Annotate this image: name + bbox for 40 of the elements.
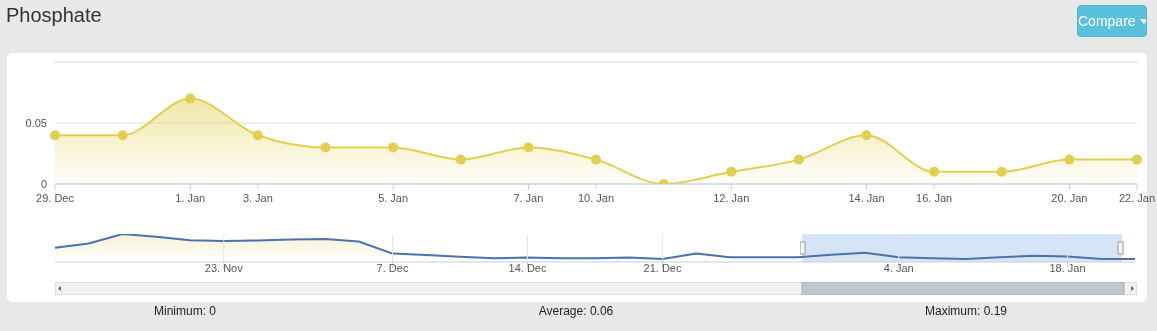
x-tick-label: 23. Nov bbox=[204, 262, 244, 274]
point bbox=[50, 130, 60, 141]
point bbox=[726, 166, 737, 177]
x-tick-label: 20. Jan bbox=[1051, 192, 1088, 204]
x-tick-label: 5. Jan bbox=[378, 192, 409, 204]
point bbox=[388, 142, 399, 153]
point bbox=[252, 130, 263, 141]
text: Minimum: 0 bbox=[153, 304, 217, 318]
point bbox=[1064, 154, 1075, 165]
x-tick-label: 12. Jan bbox=[713, 192, 750, 204]
compare-button: Compare bbox=[1077, 5, 1147, 37]
text: Average: 0.06 bbox=[537, 304, 615, 318]
text: Maximum: 0.19 bbox=[924, 304, 1008, 318]
x-tick-label: 3. Jan bbox=[242, 192, 273, 204]
x-tick-label: 14. Jan bbox=[848, 192, 885, 204]
x-tick-label: 29. Dec bbox=[36, 192, 75, 204]
x-tick-label: 16. Jan bbox=[916, 192, 953, 204]
x-tick-label: 14. Dec bbox=[508, 262, 547, 274]
x-tick-label: 1. Jan bbox=[175, 192, 206, 204]
chart-title: Phosphate bbox=[6, 4, 102, 27]
x-tick-label: 4. Jan bbox=[883, 262, 914, 274]
x-tick-label: 18. Jan bbox=[1049, 262, 1086, 274]
point bbox=[523, 142, 534, 153]
x-tick-label: 21. Dec bbox=[643, 262, 682, 274]
point bbox=[1132, 154, 1142, 165]
x-tick-label: 7. Jan bbox=[513, 192, 544, 204]
x-tick-label: 22. Jan bbox=[1118, 192, 1156, 204]
point bbox=[861, 130, 872, 141]
y-tick-label: 0.05 bbox=[25, 116, 47, 129]
point bbox=[929, 166, 940, 177]
point bbox=[320, 142, 331, 153]
point bbox=[117, 130, 128, 141]
point bbox=[455, 154, 466, 165]
y-tick-label: 0 bbox=[40, 177, 47, 190]
point bbox=[185, 93, 196, 104]
point bbox=[996, 166, 1007, 177]
x-tick-label: 7. Dec bbox=[376, 262, 409, 274]
point bbox=[591, 154, 601, 165]
point bbox=[793, 154, 804, 165]
x-tick-label: 10. Jan bbox=[577, 192, 615, 204]
